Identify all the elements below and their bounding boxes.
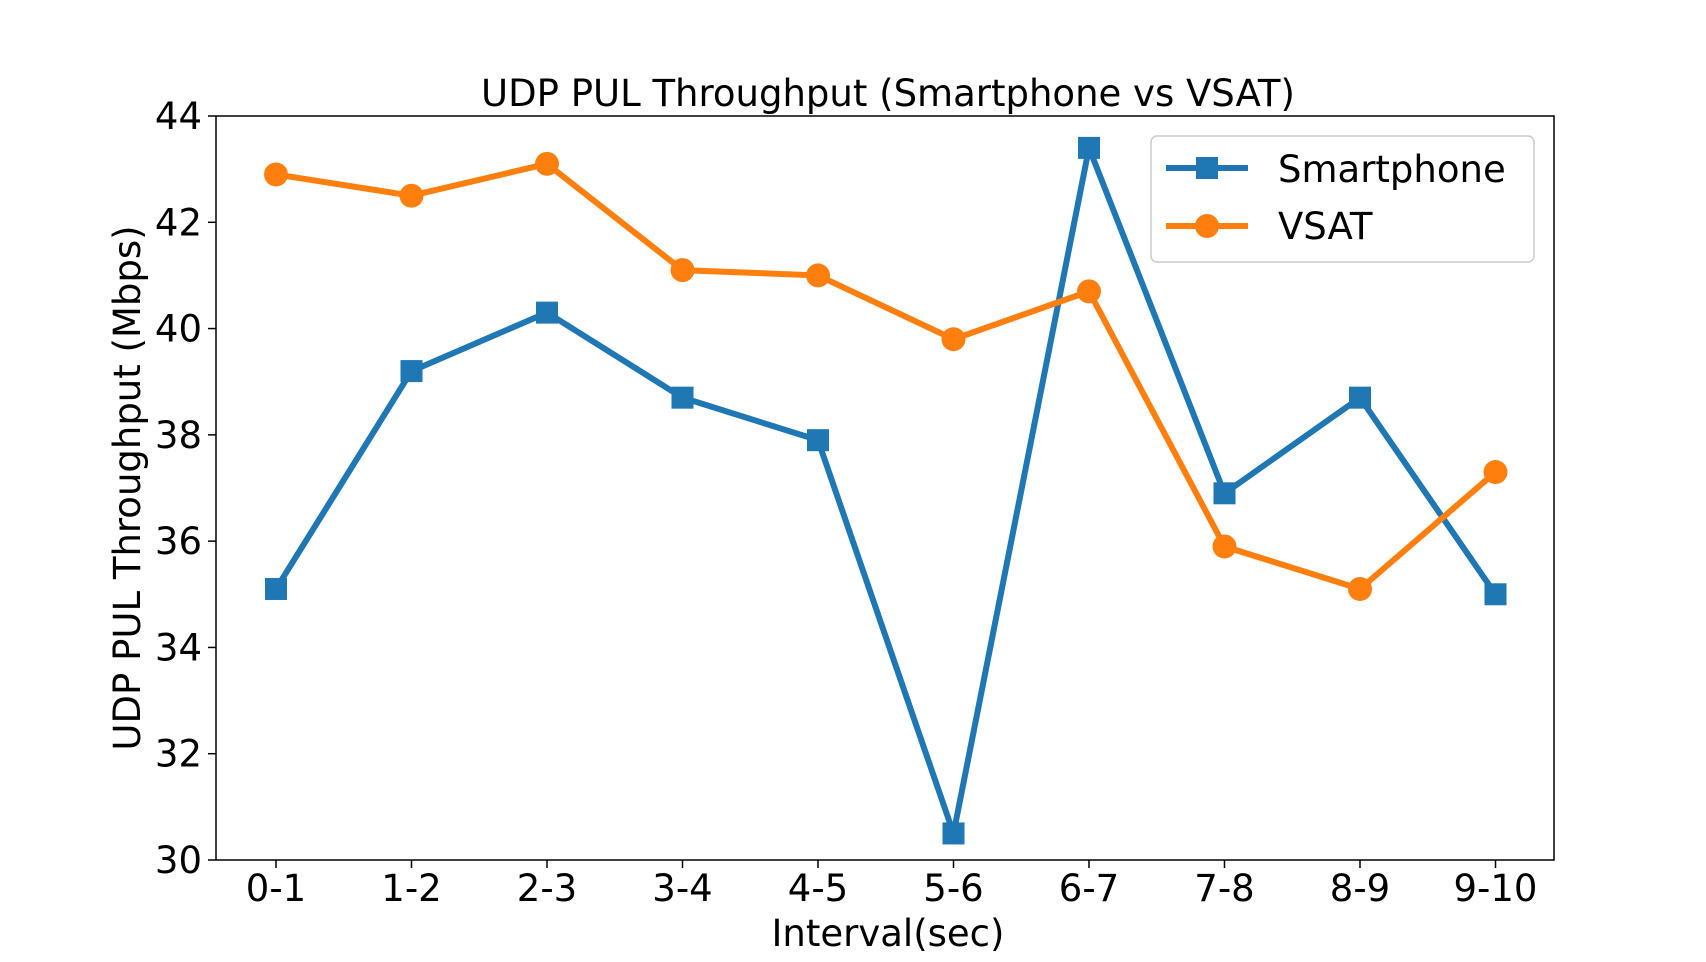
data-point-vsat <box>1077 279 1101 304</box>
data-point-smartphone <box>671 386 694 409</box>
legend: Smartphone VSAT <box>1150 135 1535 263</box>
y-tick-label: 44 <box>155 95 202 138</box>
x-tick-label: 9-10 <box>1454 867 1538 910</box>
y-tick-label: 42 <box>155 201 202 244</box>
data-point-smartphone <box>265 577 287 600</box>
y-tick-label: 34 <box>155 626 202 669</box>
data-point-smartphone <box>807 429 829 452</box>
x-tick-label: 8-9 <box>1330 867 1390 910</box>
x-tick-label: 5-6 <box>923 867 983 910</box>
data-point-smartphone <box>1484 583 1507 606</box>
y-tick-label: 30 <box>155 839 202 882</box>
data-point-vsat <box>1348 576 1372 601</box>
data-point-vsat <box>1483 460 1508 485</box>
data-point-smartphone <box>1078 136 1100 159</box>
x-tick-label: 6-7 <box>1059 867 1119 910</box>
data-point-vsat <box>941 327 966 352</box>
data-point-smartphone <box>536 301 558 324</box>
data-point-vsat <box>399 183 424 208</box>
x-tick-label: 2-3 <box>517 867 577 910</box>
data-point-smartphone <box>1213 482 1236 505</box>
x-tick-label: 4-5 <box>788 867 848 910</box>
data-point-vsat <box>264 162 288 187</box>
y-axis-ticks: 30 32 34 36 38 40 42 44 <box>155 95 216 882</box>
chart-title: UDP PUL Throughput (Smartphone vs VSAT) <box>481 72 1295 115</box>
data-point-vsat <box>535 151 559 176</box>
plot-frame <box>215 115 1555 861</box>
x-tick-label: 0-1 <box>246 867 306 910</box>
x-axis-label: Interval(sec) <box>772 912 1005 955</box>
series-vsat <box>264 151 1508 601</box>
legend-label-vsat: VSAT <box>1278 205 1373 248</box>
data-point-smartphone <box>942 822 965 845</box>
y-tick-label: 32 <box>155 733 202 776</box>
data-point-vsat <box>806 263 830 288</box>
y-tick-label: 40 <box>155 308 202 351</box>
data-point-vsat <box>670 258 695 283</box>
y-tick-label: 36 <box>155 520 202 563</box>
y-tick-label: 38 <box>155 414 202 457</box>
series-line-vsat <box>275 160 1498 593</box>
series-layer <box>264 136 1508 845</box>
data-point-smartphone <box>400 360 423 383</box>
series-smartphone <box>265 136 1507 845</box>
legend-marker-vsat <box>1195 214 1219 238</box>
y-axis-label: UDP PUL Throughput (Mbps) <box>106 225 149 750</box>
series-line-smartphone <box>273 137 1498 845</box>
x-tick-label: 7-8 <box>1194 867 1254 910</box>
legend-marker-smartphone <box>1196 157 1218 179</box>
x-axis-ticks: 0-1 1-2 2-3 3-4 4-5 5-6 6-7 7-8 8-9 9-10 <box>246 860 1538 910</box>
x-tick-label: 3-4 <box>652 867 712 910</box>
legend-label-smartphone: Smartphone <box>1278 148 1506 191</box>
x-tick-label: 1-2 <box>381 867 441 910</box>
data-point-smartphone <box>1349 386 1371 409</box>
data-point-vsat <box>1212 534 1237 559</box>
